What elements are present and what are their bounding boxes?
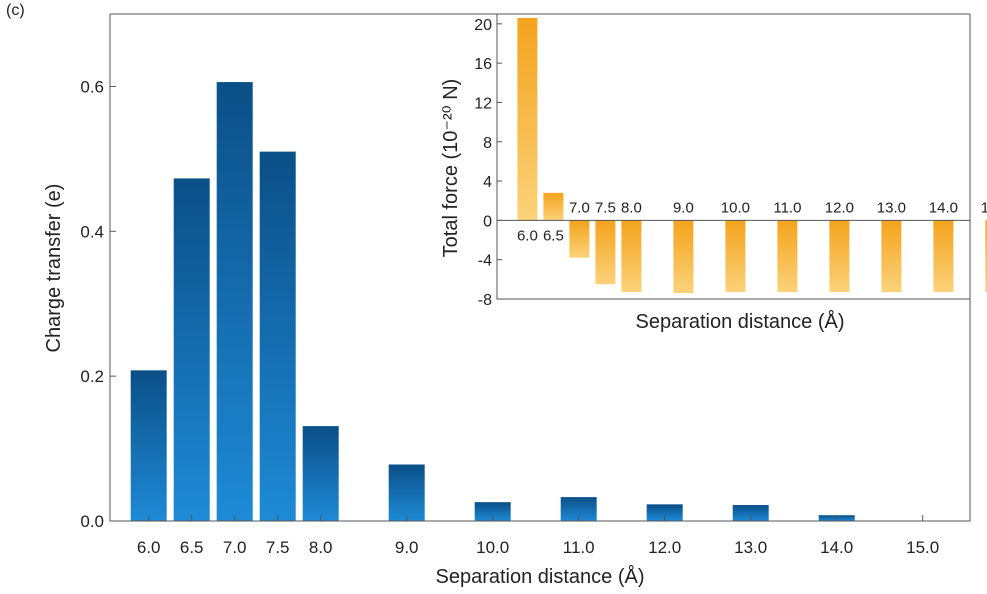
inset-plot-frame bbox=[496, 13, 971, 300]
main-x-tick-label: 7.5 bbox=[266, 538, 290, 557]
main-bar bbox=[560, 497, 597, 521]
inset-bar bbox=[621, 220, 642, 293]
inset-bar bbox=[517, 17, 538, 221]
main-y-axis-label: Charge transfer (e) bbox=[43, 184, 65, 353]
inset-x-tick-label: 9.0 bbox=[673, 199, 694, 216]
inset-x-tick-label: 10.0 bbox=[721, 199, 750, 216]
inset-y-tick-label: -8 bbox=[478, 292, 492, 309]
main-x-tick-label: 12.0 bbox=[648, 538, 681, 557]
inset-bar bbox=[933, 220, 954, 293]
inset-y-tick-label: -4 bbox=[478, 253, 492, 270]
main-y-ticks: 0.0 0.2 0.4 0.6 bbox=[80, 77, 116, 531]
main-y-tick-label: 0.2 bbox=[80, 367, 104, 386]
main-x-tick-label: 13.0 bbox=[734, 538, 767, 557]
main-bar bbox=[388, 464, 425, 521]
main-bars bbox=[130, 82, 855, 522]
main-bar bbox=[130, 370, 167, 521]
main-x-tick-label: 6.0 bbox=[137, 538, 161, 557]
main-bar bbox=[474, 502, 511, 521]
inset-x-tick-label: 15.0 bbox=[981, 199, 987, 216]
inset-y-tick-label: 4 bbox=[483, 174, 492, 191]
main-x-tick-label: 10.0 bbox=[476, 538, 509, 557]
inset-x-ticks: 6.0 6.5 7.0 7.5 8.0 9.0 10.0 11.0 12.0 13.0 14.0 15… bbox=[517, 199, 987, 244]
inset-bar bbox=[595, 220, 616, 285]
inset-bar bbox=[725, 220, 746, 293]
inset-y-tick-label: 12 bbox=[474, 95, 492, 112]
inset-x-tick-label: 12.0 bbox=[825, 199, 854, 216]
main-bar bbox=[302, 426, 339, 521]
inset-x-tick-label: 6.0 bbox=[517, 227, 538, 244]
inset-x-axis-label: Separation distance (Å) bbox=[635, 310, 844, 333]
inset-bars bbox=[497, 17, 987, 294]
inset-y-tick-label: 0 bbox=[483, 213, 492, 230]
inset-x-tick-label: 8.0 bbox=[621, 199, 642, 216]
main-bar bbox=[173, 178, 210, 522]
inset-bar bbox=[829, 220, 850, 293]
inset-bar bbox=[881, 220, 902, 293]
main-x-ticks: 6.0 6.5 7.0 7.5 8.0 9.0 10.0 11.0 12.0 13.0 14.0 15… bbox=[137, 515, 939, 557]
main-x-tick-label: 9.0 bbox=[395, 538, 419, 557]
inset-x-tick-label: 14.0 bbox=[929, 199, 958, 216]
main-x-axis-label: Separation distance (Å) bbox=[435, 565, 644, 588]
main-x-tick-label: 6.5 bbox=[180, 538, 204, 557]
main-bar bbox=[732, 505, 769, 521]
inset-bar bbox=[777, 220, 798, 293]
main-x-tick-label: 11.0 bbox=[563, 538, 595, 557]
inset-x-tick-label: 11.0 bbox=[773, 199, 801, 216]
main-x-tick-label: 14.0 bbox=[820, 538, 853, 557]
inset-y-tick-label: 20 bbox=[474, 17, 492, 34]
inset-y-ticks: -8 -4 0 4 8 12 16 20 bbox=[474, 17, 502, 309]
main-bar bbox=[216, 82, 253, 521]
panel-label: (c) bbox=[6, 2, 25, 19]
inset-bar bbox=[985, 220, 987, 293]
inset-y-axis-label: Total force (10⁻²⁰ N) bbox=[440, 79, 462, 258]
main-x-tick-label: 7.0 bbox=[223, 538, 247, 557]
inset-bar bbox=[569, 220, 590, 258]
main-y-tick-label: 0.4 bbox=[80, 222, 104, 241]
main-x-tick-label: 15.0 bbox=[906, 538, 939, 557]
main-y-tick-label: 0.0 bbox=[80, 512, 104, 531]
main-bar bbox=[259, 151, 296, 521]
inset-y-tick-label: 16 bbox=[474, 56, 492, 73]
main-bar bbox=[646, 504, 683, 521]
inset-x-tick-label: 7.5 bbox=[595, 199, 616, 216]
inset-x-tick-label: 13.0 bbox=[877, 199, 906, 216]
inset-x-tick-label: 7.0 bbox=[569, 199, 590, 216]
inset-bar bbox=[543, 192, 564, 221]
inset-x-tick-label: 6.5 bbox=[543, 227, 564, 244]
inset-bar bbox=[673, 220, 694, 294]
main-x-tick-label: 8.0 bbox=[309, 538, 333, 557]
main-y-tick-label: 0.6 bbox=[80, 77, 104, 96]
inset-y-tick-label: 8 bbox=[483, 135, 492, 152]
